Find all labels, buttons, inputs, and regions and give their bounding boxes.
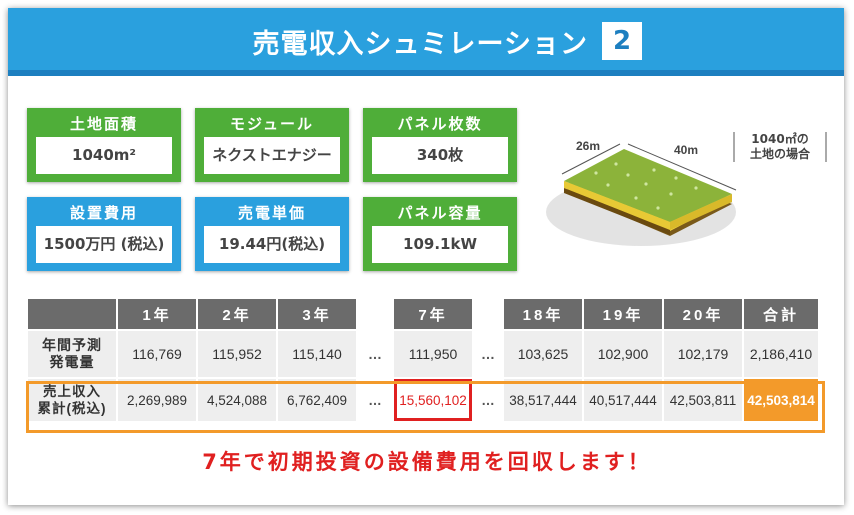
col-header: 18年 xyxy=(504,299,582,329)
col-header: 20年 xyxy=(664,299,742,329)
col-header: 3年 xyxy=(278,299,356,329)
table-cell: 103,625 xyxy=(504,331,582,377)
land-note-line1: 1040㎡の xyxy=(751,132,809,146)
table-corner xyxy=(28,299,116,329)
spec-unit-price: 売電単価 19.44円(税込) xyxy=(195,197,349,271)
table-row-revenue: 売上収入 累計(税込) 2,269,989 4,524,088 6,762,40… xyxy=(28,379,818,421)
spec-value: 19.44円(税込) xyxy=(204,226,340,263)
page-title: 売電収入シュミレーション xyxy=(252,29,588,60)
spec-panel-capacity: パネル容量 109.1kW xyxy=(363,197,517,271)
row-header: 年間予測 発電量 xyxy=(28,331,116,377)
col-header-gap xyxy=(474,299,502,329)
spec-value: 1040m² xyxy=(36,137,172,174)
row-header-line2: 発電量 xyxy=(49,354,95,370)
table-cell: 102,179 xyxy=(664,331,742,377)
spec-land-area: 土地面積 1040m² xyxy=(27,108,181,182)
section-number-badge: 2 xyxy=(602,22,642,60)
simulation-table: 1年 2年 3年 7年 18年 19年 20年 合計 年間予測 発電量 116,… xyxy=(26,297,820,423)
table-cell: 115,952 xyxy=(198,331,276,377)
table-cell: 2,269,989 xyxy=(118,379,196,421)
land-dim-right: 40m xyxy=(674,143,698,157)
col-header: 1年 xyxy=(118,299,196,329)
spec-label: パネル容量 xyxy=(397,204,483,222)
col-header: 合計 xyxy=(744,299,818,329)
table-cell: 2,186,410 xyxy=(744,331,818,377)
row-header-line2: 累計(税込) xyxy=(37,401,107,416)
spec-label: パネル枚数 xyxy=(397,115,483,133)
highlighted-payback-cell: 15,560,102 xyxy=(394,379,472,421)
spec-value: 109.1kW xyxy=(372,226,508,263)
row-header-line1: 売上収入 xyxy=(43,384,101,399)
table-cell: 40,517,444 xyxy=(584,379,662,421)
row-header-line1: 年間予測 xyxy=(42,337,102,353)
table-cell: 116,769 xyxy=(118,331,196,377)
table-cell-ellipsis: … xyxy=(358,379,392,421)
table-cell: 6,762,409 xyxy=(278,379,356,421)
table-cell: 102,900 xyxy=(584,331,662,377)
table-cell-ellipsis: … xyxy=(474,379,502,421)
spec-value: ネクストエナジー xyxy=(204,137,340,174)
table-row-generation: 年間予測 発電量 116,769 115,952 115,140 … 111,9… xyxy=(28,331,818,377)
col-header: 2年 xyxy=(198,299,276,329)
row-header: 売上収入 累計(税込) xyxy=(28,379,116,421)
total-revenue-cell: 42,503,814 xyxy=(744,379,818,421)
spec-install-cost: 設置費用 1500万円 (税込) xyxy=(27,197,181,271)
table-header-row: 1年 2年 3年 7年 18年 19年 20年 合計 xyxy=(28,299,818,329)
spec-label: モジュール xyxy=(230,115,314,133)
spec-label: 設置費用 xyxy=(69,204,138,222)
land-note: 1040㎡の 土地の場合 xyxy=(733,132,827,162)
spec-label: 売電単価 xyxy=(237,204,306,222)
col-header-gap xyxy=(358,299,392,329)
spec-value: 1500万円 (税込) xyxy=(36,226,172,263)
table-cell: 4,524,088 xyxy=(198,379,276,421)
spec-panel-count: パネル枚数 340枚 xyxy=(363,108,517,182)
land-note-line2: 土地の場合 xyxy=(749,147,810,161)
spec-module: モジュール ネクストエナジー xyxy=(195,108,349,182)
table-cell: 38,517,444 xyxy=(504,379,582,421)
table-cell: 42,503,811 xyxy=(664,379,742,421)
table-cell-ellipsis: … xyxy=(474,331,502,377)
col-header: 19年 xyxy=(584,299,662,329)
spec-value: 340枚 xyxy=(372,137,508,174)
col-header: 7年 xyxy=(394,299,472,329)
header-bar: 売電収入シュミレーション 2 xyxy=(8,8,844,76)
table-cell: 111,950 xyxy=(394,331,472,377)
spec-label: 土地面積 xyxy=(69,115,138,133)
payback-message: 7年で初期投資の設備費用を回収します！ xyxy=(202,450,652,474)
land-illustration: 26m 40m xyxy=(546,139,737,246)
table-cell-ellipsis: … xyxy=(358,331,392,377)
land-dim-left: 26m xyxy=(576,139,600,153)
table-cell: 115,140 xyxy=(278,331,356,377)
